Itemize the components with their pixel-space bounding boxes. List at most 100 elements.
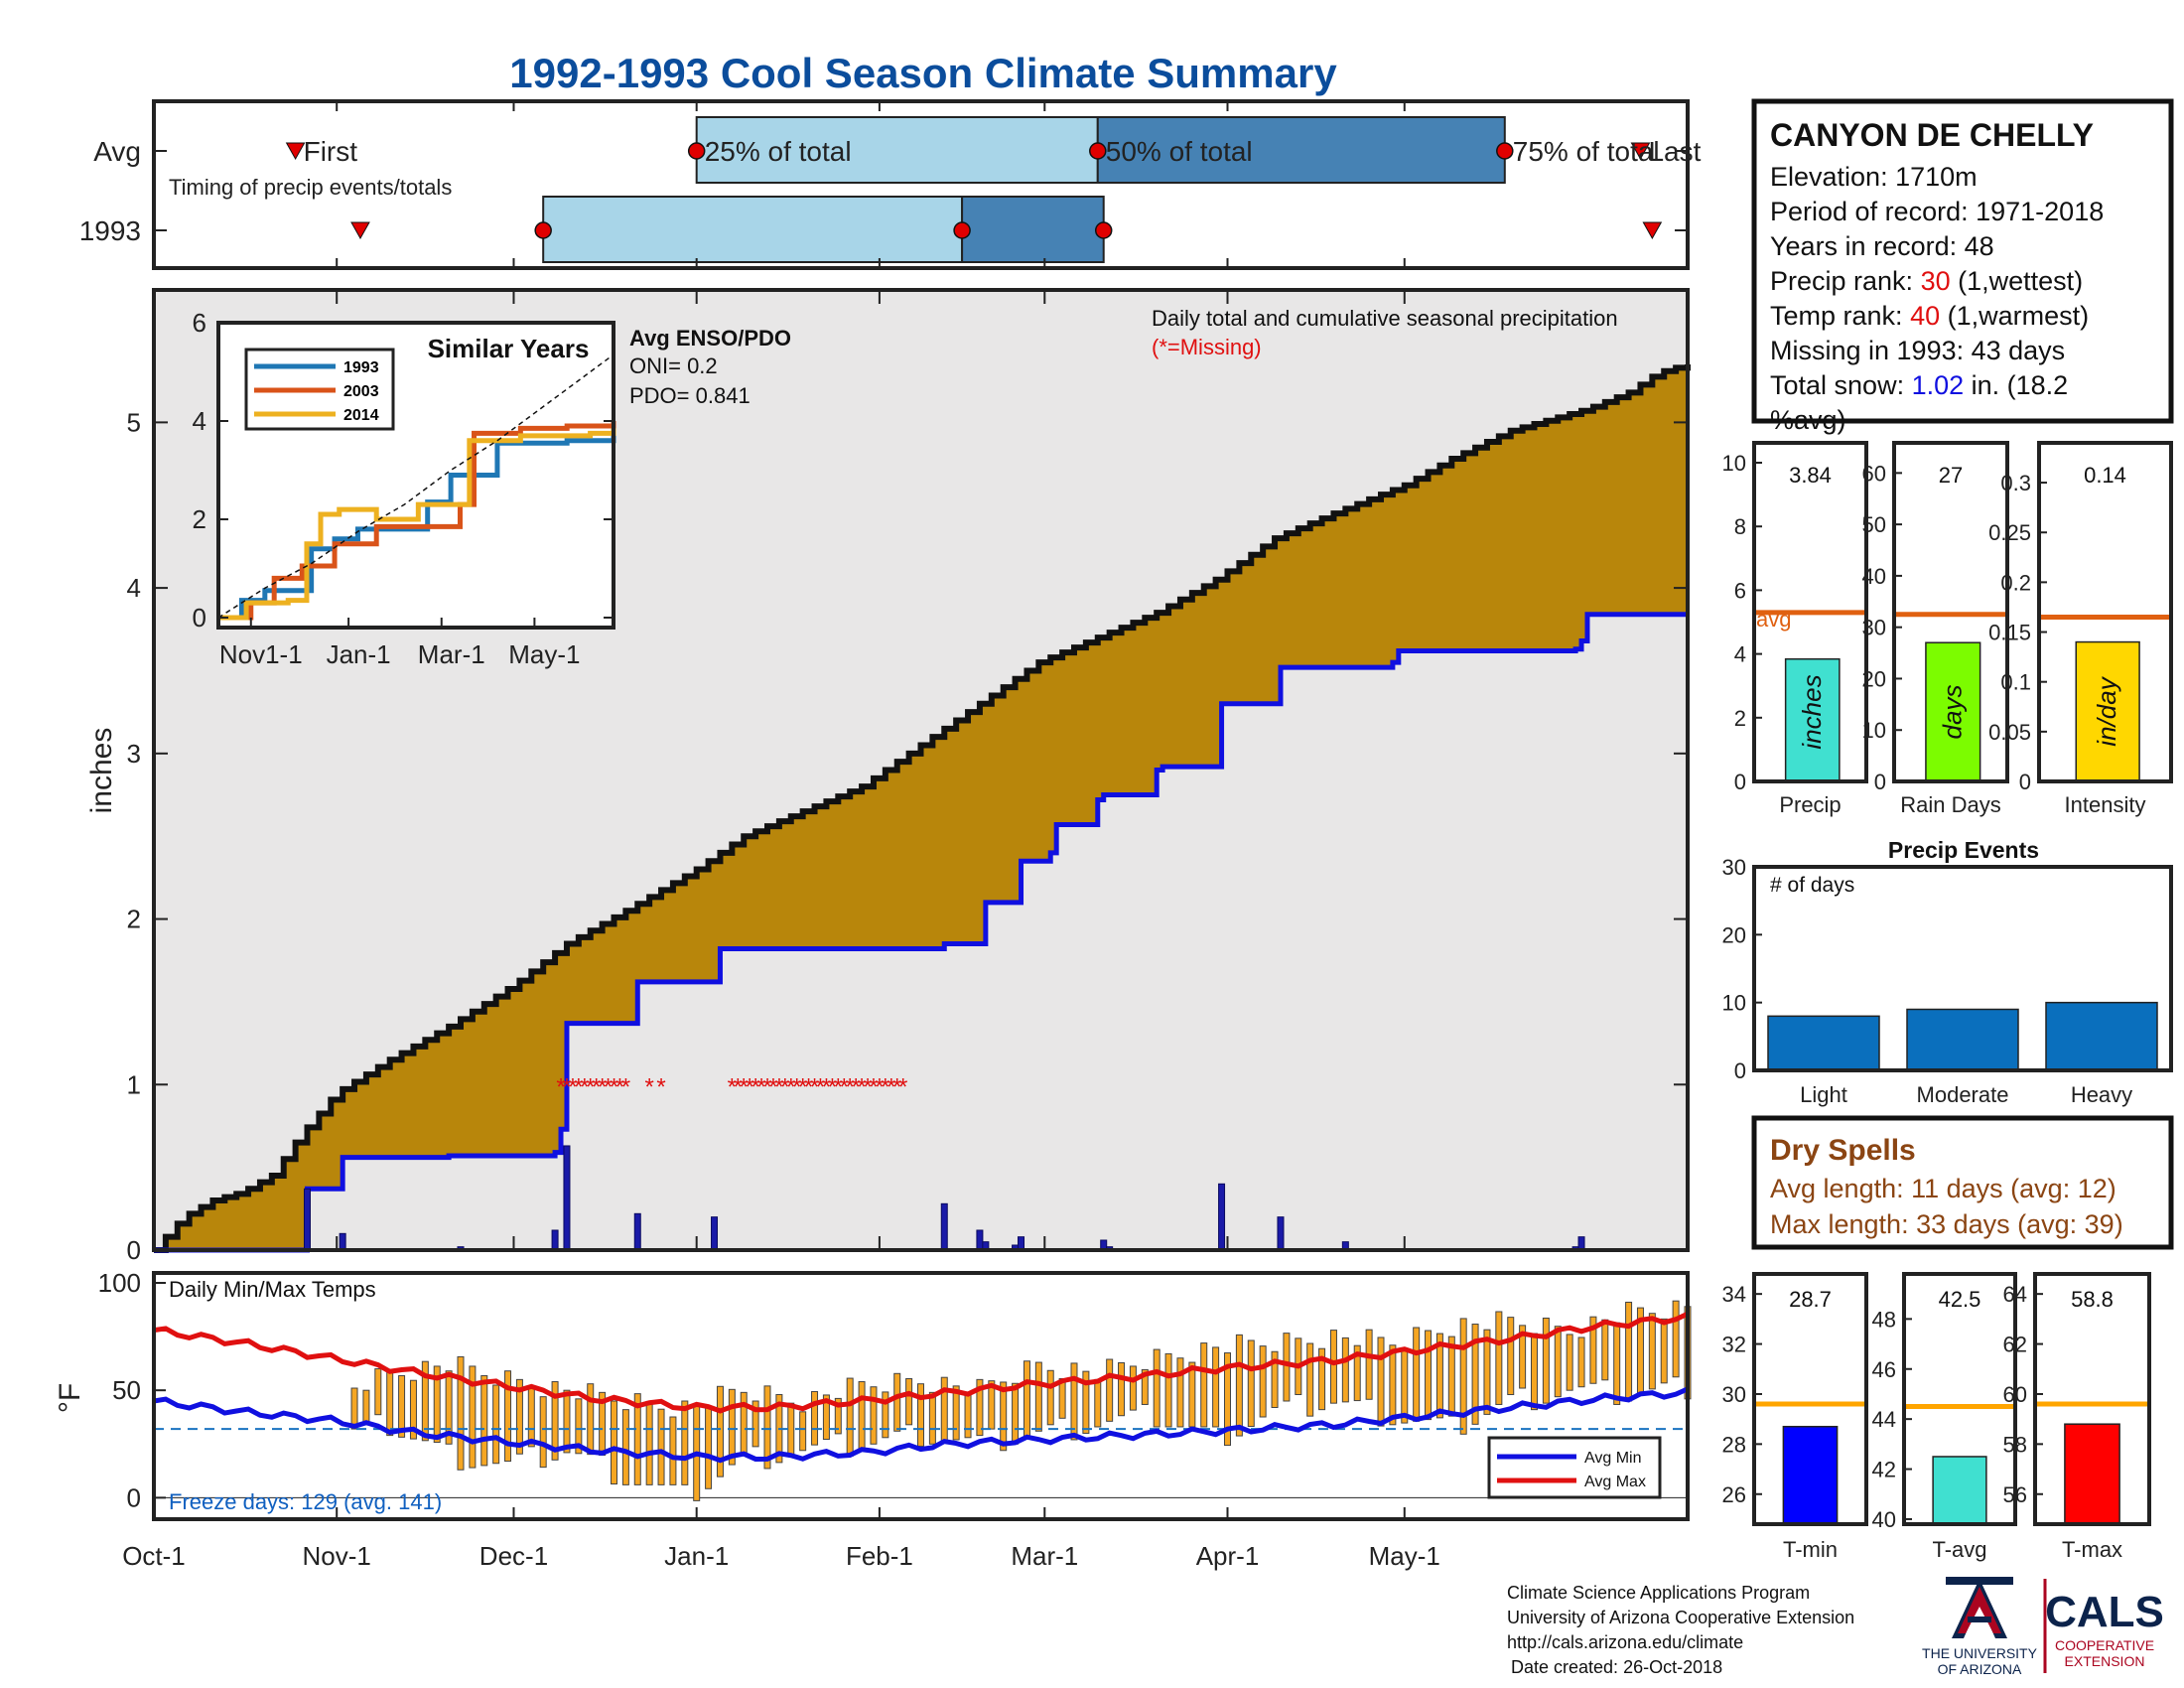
- daily-temp-bar: [645, 1400, 653, 1485]
- daily-temp-bar: [1235, 1334, 1243, 1437]
- missing-marker: *: [562, 1073, 571, 1100]
- mini-ytick-label-0: 10: [1722, 451, 1746, 476]
- missing-marker: *: [798, 1073, 807, 1100]
- enso-pdo: PDO= 0.841: [629, 383, 751, 408]
- daily-temp-bar: [893, 1372, 901, 1432]
- mini-ytick-label-1: 40: [1862, 564, 1886, 589]
- missing-marker: *: [898, 1073, 907, 1100]
- daily-temp-bar: [1471, 1324, 1479, 1425]
- daily-temp-bar: [940, 1376, 948, 1443]
- daily-temp-bar: [917, 1383, 924, 1447]
- daily-temp-bar: [1058, 1377, 1066, 1419]
- temp-mini-value-0: 28.7: [1789, 1287, 1832, 1312]
- mini-ytick-label-0: 4: [1734, 642, 1746, 667]
- daily-temp-bar: [1459, 1318, 1467, 1435]
- obs-triangle-last-icon: [1642, 221, 1663, 240]
- temp-mini-frame-1: [1902, 1272, 2017, 1526]
- daily-precip-bar: [976, 1229, 984, 1251]
- ua-a-inner-icon: [1958, 1587, 2001, 1633]
- avg-triangle-first-icon: [285, 142, 306, 161]
- daily-temp-bar: [433, 1365, 441, 1444]
- daily-temp-bar: [1660, 1318, 1668, 1384]
- mini-ytick-label-2: 0: [2019, 770, 2031, 794]
- daily-temp-bar: [362, 1389, 370, 1423]
- daily-temp-bar: [621, 1409, 629, 1485]
- avg-triangle-last-icon: [1630, 142, 1651, 161]
- missing-marker: *: [610, 1073, 618, 1100]
- daily-temp-bar: [1176, 1357, 1184, 1428]
- main-ytick-label: 5: [127, 407, 141, 437]
- obs-box-25-50: [542, 196, 964, 263]
- obs-marker-25: [534, 221, 552, 239]
- obs-cumulative-line: [154, 612, 1688, 1253]
- station-box: [1751, 98, 2174, 424]
- main-ytick-label: 4: [127, 573, 141, 603]
- daily-temp-bar: [1495, 1311, 1503, 1405]
- mini-unit-1: days: [1937, 685, 1967, 740]
- daily-temp-bar: [1318, 1347, 1326, 1411]
- missing-marker: *: [556, 1073, 565, 1100]
- daily-precip-bar: [1277, 1216, 1285, 1251]
- legend-label-2014: 2014: [343, 407, 379, 424]
- avg-label-3: 75% of total: [1513, 136, 1660, 167]
- mini-ytick-label-0: 2: [1734, 706, 1746, 731]
- missing-marker: *: [863, 1073, 872, 1100]
- missing-marker: *: [846, 1073, 855, 1100]
- daily-temp-bar: [1106, 1358, 1114, 1422]
- xtick-label: Nov-1: [303, 1541, 371, 1571]
- mini-ytick-label-2: 0.05: [1988, 720, 2031, 745]
- daily-temp-bar: [1483, 1329, 1491, 1415]
- precip-events-frame: [1752, 865, 2173, 1072]
- temp-mini-value-2: 58.8: [2071, 1287, 2114, 1312]
- station-info: CANYON DE CHELLY Elevation: 1710m Period…: [1751, 98, 2174, 435]
- footer-line1: Climate Science Applications Program: [1507, 1583, 1810, 1603]
- temp-mini-frame-2: [2033, 1272, 2151, 1526]
- temp-mini-ytick-label-0: 32: [1722, 1333, 1746, 1357]
- daily-temp-bar: [1425, 1330, 1433, 1421]
- timing-row-1993: 1993: [79, 215, 141, 246]
- mini-label-1: Rain Days: [1900, 792, 2000, 817]
- precip-rank: Precip rank: 30 (1,wettest): [1770, 266, 2083, 296]
- daily-temp-bar: [763, 1385, 771, 1470]
- daily-precip-bar: [940, 1202, 948, 1251]
- missing-marker: *: [875, 1073, 884, 1100]
- temp-ylabel: °F: [54, 1383, 86, 1413]
- xtick-label: Feb-1: [846, 1541, 913, 1571]
- temp-rank-suffix: (1,warmest): [1940, 301, 2089, 331]
- temp-mini-label-1: T-avg: [1932, 1537, 1986, 1562]
- temp-mini-ytick-label-1: 40: [1872, 1507, 1896, 1532]
- obs-box-50-75: [961, 196, 1105, 263]
- cals-sub-2: EXTENSION: [2065, 1653, 2145, 1669]
- daily-temp-bar: [504, 1370, 512, 1463]
- daily-temp-bar: [751, 1400, 759, 1448]
- daily-temp-bar: [1212, 1346, 1220, 1428]
- daily-temp-bar: [1389, 1344, 1397, 1426]
- daily-temp-bar: [1094, 1378, 1102, 1428]
- missing-marker: *: [592, 1073, 601, 1100]
- daily-temp-bar: [1507, 1317, 1515, 1396]
- ua-name-1: THE UNIVERSITY: [1922, 1645, 2038, 1661]
- mini-bar-charts: 3.84 inches Precip 0 2 4 6 8 10 avg 27 days Rain Day…: [1722, 441, 2173, 817]
- temp-mini-ytick-label-2: 60: [2003, 1382, 2027, 1407]
- missing-marker: *: [881, 1073, 889, 1100]
- daily-temp-bar: [1329, 1330, 1337, 1404]
- timing-row-avg: Avg: [93, 136, 141, 167]
- mini-frame-0: [1752, 441, 1868, 783]
- daily-temp-bar: [1413, 1327, 1421, 1422]
- inset-xtick-label: Nov1-1: [219, 639, 303, 669]
- daily-temp-bar: [1271, 1350, 1279, 1408]
- main-ytick-label: 1: [127, 1069, 141, 1099]
- temp-mini-label-0: T-min: [1783, 1537, 1838, 1562]
- temp-bar-charts: 28.7 T-min 26 28 30 32 34 42.5 T-avg 40 42 44 46 48 58…: [1722, 1272, 2151, 1562]
- temp-mini-ytick-label-1: 48: [1872, 1307, 1896, 1332]
- footer: Climate Science Applications Program Uni…: [1507, 1577, 2164, 1677]
- daily-precip-bar: [1018, 1236, 1025, 1251]
- daily-temp-bar: [515, 1378, 523, 1455]
- station-years: Years in record: 48: [1770, 231, 1994, 261]
- xtick-label: Dec-1: [479, 1541, 548, 1571]
- missing-marker: *: [892, 1073, 901, 1100]
- daily-temp-bar: [681, 1400, 689, 1485]
- snow-value: 1.02: [1912, 370, 1965, 400]
- event-label-2: Heavy: [2071, 1082, 2132, 1107]
- precip-events: Precip Events Light Moderate Heavy0102030 …: [1722, 837, 2173, 1107]
